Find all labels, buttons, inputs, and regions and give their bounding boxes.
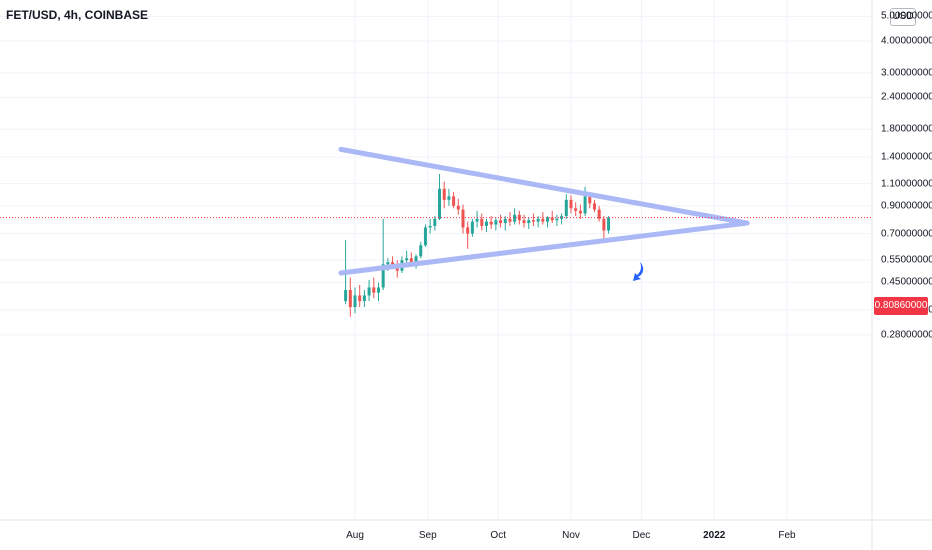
candle-body xyxy=(602,218,606,231)
candle-body xyxy=(508,218,512,222)
candle-body xyxy=(372,287,376,293)
candle-body xyxy=(395,266,399,271)
candle-body xyxy=(438,188,442,219)
candle-body xyxy=(362,295,366,302)
candle-body xyxy=(409,258,413,265)
upper-trendline xyxy=(338,146,750,226)
candle-body xyxy=(433,218,437,226)
candle-body xyxy=(452,196,456,206)
price-tick-label: 0.28000000 xyxy=(881,329,932,341)
time-tick-label: 2022 xyxy=(703,530,726,541)
candle-body xyxy=(428,225,432,228)
price-tick-label: 1.10000000 xyxy=(881,178,932,190)
candle-body xyxy=(348,290,352,308)
price-tick-label: 1.80000000 xyxy=(881,123,932,135)
candle-body xyxy=(588,196,592,204)
candle-body xyxy=(531,220,535,222)
price-tick-label: 3.00000000 xyxy=(881,67,932,79)
candle-body xyxy=(461,209,465,228)
last-price-tag: 0.80860000 xyxy=(874,297,928,315)
candle-body xyxy=(381,264,385,288)
time-tick-label: Sep xyxy=(418,530,437,541)
candle-body xyxy=(569,199,573,209)
candle-body xyxy=(386,262,390,265)
currency-unit-button[interactable]: USD xyxy=(890,8,916,26)
time-tick-label: Nov xyxy=(562,530,580,541)
candle-body xyxy=(414,256,418,265)
chart-title: FET/USD, 4h, COINBASE xyxy=(6,8,149,22)
candle-body xyxy=(578,210,582,214)
candle-body xyxy=(376,287,380,293)
candle-body xyxy=(442,188,446,200)
candle-body xyxy=(607,217,611,231)
candle-body xyxy=(489,221,493,225)
price-tick-label: 5.00000000 xyxy=(881,10,932,22)
candle-body xyxy=(522,220,526,224)
candle-body xyxy=(574,208,578,211)
candle-body xyxy=(367,287,371,296)
time-tick-label: Aug xyxy=(346,530,364,541)
candle-body xyxy=(597,209,601,219)
lower-trendline xyxy=(338,220,750,276)
candle-body xyxy=(592,203,596,210)
candle-body xyxy=(550,217,554,221)
price-tick-label: 0.70000000 xyxy=(881,228,932,240)
candle-body xyxy=(484,221,488,226)
candle-body xyxy=(583,196,587,214)
candle-body xyxy=(494,220,498,225)
candle-body xyxy=(475,218,479,222)
candle-body xyxy=(419,245,423,257)
candle-body xyxy=(499,220,503,224)
candle-body xyxy=(405,258,409,261)
price-tick-label: 1.40000000 xyxy=(881,151,932,163)
curved-arrow-icon xyxy=(633,262,644,281)
candle-body xyxy=(423,227,427,246)
price-tick-label: 0.55000000 xyxy=(881,254,932,266)
candle-body xyxy=(480,218,484,226)
candle-body xyxy=(456,205,460,210)
time-tick-label: Dec xyxy=(632,530,651,541)
candle-body xyxy=(527,220,531,224)
candle-body xyxy=(546,217,550,222)
candle-body xyxy=(344,290,348,302)
candle-body xyxy=(564,199,568,217)
candle-body xyxy=(536,218,540,222)
price-tick-label: 4.00000000 xyxy=(881,35,932,47)
price-tick-label: 2.40000000 xyxy=(881,91,932,103)
candle-body xyxy=(470,221,474,234)
candle-body xyxy=(466,227,470,234)
candle-body xyxy=(503,218,507,224)
time-tick-label: Oct xyxy=(490,530,506,541)
candle-body xyxy=(447,196,451,200)
price-tick-label: 0.45000000 xyxy=(881,276,932,288)
price-tick-label: 0.90000000 xyxy=(881,200,932,212)
candle-body xyxy=(358,295,362,302)
candle-body xyxy=(353,295,357,308)
candle-body xyxy=(513,214,517,222)
candle-body xyxy=(555,218,559,221)
candle-body xyxy=(541,218,545,222)
time-tick-label: Feb xyxy=(778,530,796,541)
